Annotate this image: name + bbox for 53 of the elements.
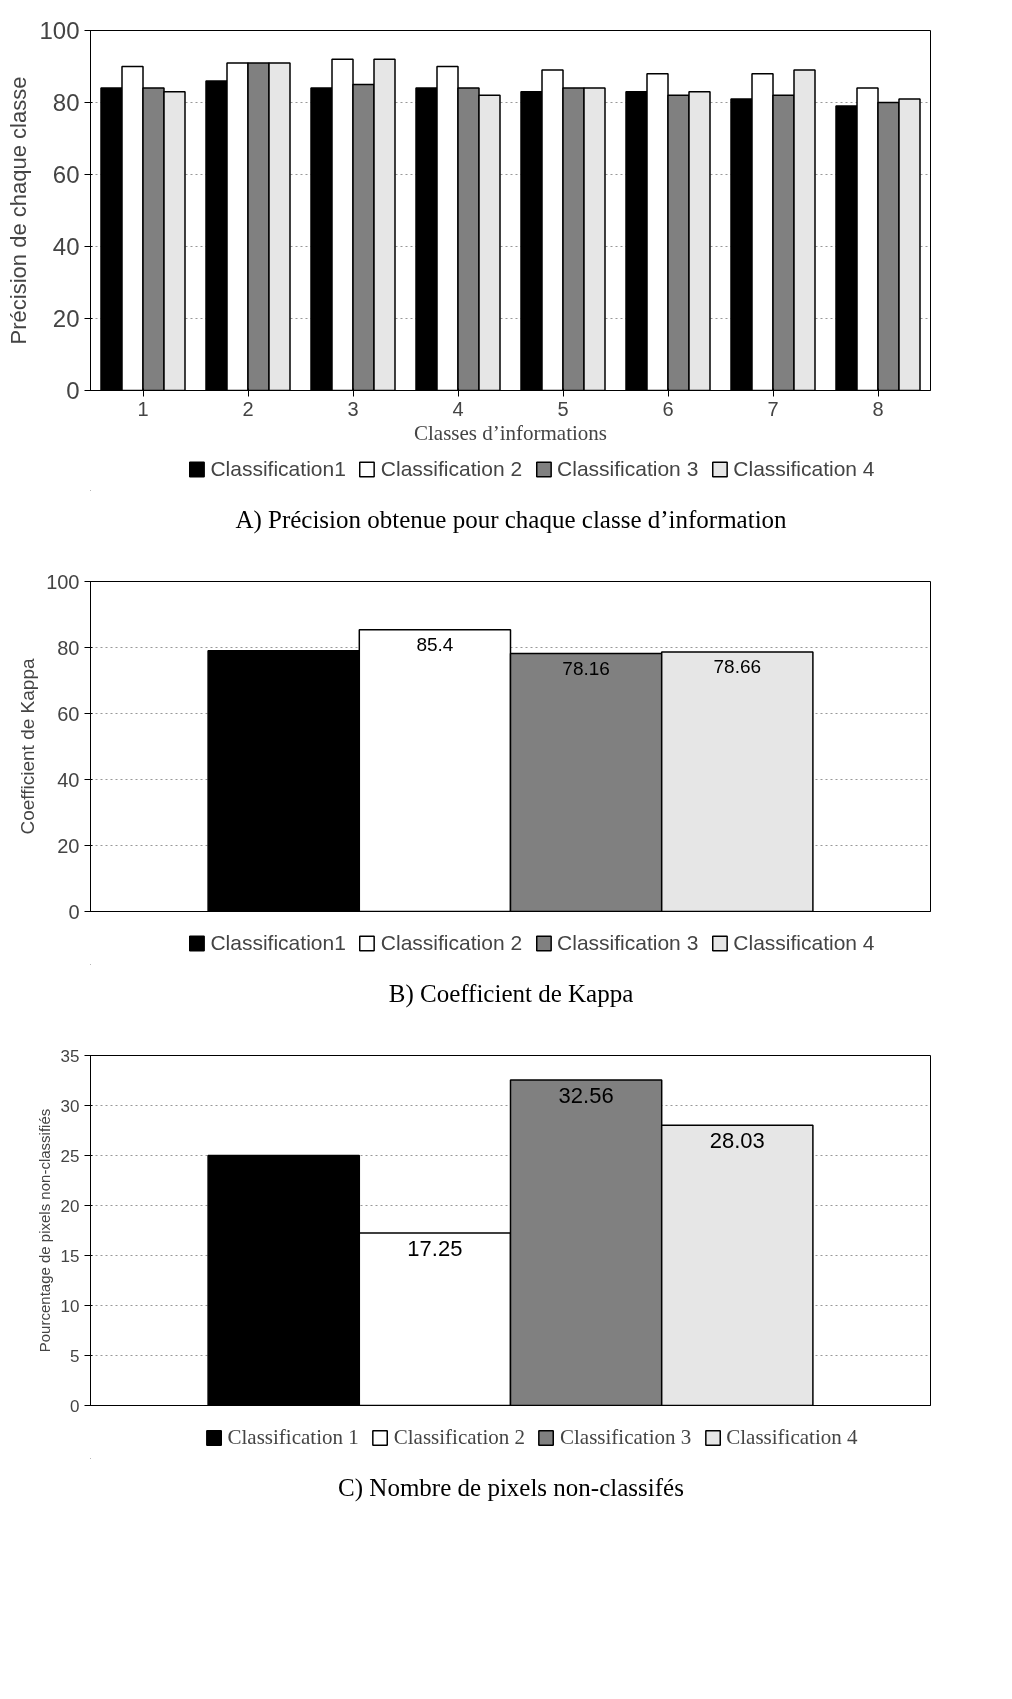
y-tick-label: 30	[60, 1096, 80, 1116]
x-tick-label: 1	[137, 397, 149, 420]
y-tick-label: 0	[68, 900, 80, 923]
y-tick-label: 80	[57, 636, 80, 659]
y-tick-label: 0	[66, 377, 80, 404]
data-label: 17.25	[407, 1236, 463, 1261]
y-axis-title: Coefficient de Kappa	[17, 658, 39, 835]
y-tick-label: 60	[57, 702, 80, 725]
y-tick-label: 35	[60, 1046, 80, 1066]
legend-label: Classification 2	[380, 457, 523, 481]
y-axis-title: Pourcentage de pixels non-classifiés	[35, 1108, 53, 1353]
legend-label: Classification 2	[380, 931, 523, 955]
y-tick-label: 20	[60, 1196, 80, 1216]
data-label: 85.4	[416, 633, 454, 655]
text: C) Nombre de pixels non-classifés	[338, 1473, 684, 1503]
y-tick-label: 100	[39, 17, 80, 44]
y-axis-title: Précision de chaque classe	[6, 76, 32, 345]
y-tick-label: 20	[57, 834, 80, 857]
legend-label: Classification 3	[557, 931, 699, 955]
legend-label: Classification 2	[393, 1424, 525, 1450]
x-axis-title: Classes d’informations	[413, 420, 608, 445]
x-tick-label: 3	[347, 397, 359, 420]
legend-label: Classification 1	[227, 1424, 359, 1450]
y-tick-label: 40	[52, 233, 80, 260]
legend-label: Classification1	[210, 457, 346, 481]
x-tick-label: 5	[557, 397, 569, 420]
legend-label: Classification 3	[557, 457, 699, 481]
x-tick-label: 7	[767, 397, 779, 420]
text: B) Coefficient de Kappa	[388, 979, 634, 1010]
x-tick-label: 4	[452, 397, 464, 420]
y-tick-label: 15	[60, 1246, 80, 1266]
y-tick-label: 10	[60, 1296, 80, 1316]
y-tick-label: 0	[70, 1396, 80, 1416]
x-tick-label: 8	[872, 397, 884, 420]
text: A) Précision obtenue pour chaque classe d’information	[235, 505, 787, 536]
x-tick-label: 2	[242, 397, 254, 420]
y-tick-label: 40	[57, 768, 80, 791]
legend-label: Classification 4	[726, 1424, 858, 1450]
y-tick-label: 100	[46, 570, 80, 593]
y-tick-label: 60	[52, 161, 80, 188]
legend-label: Classification 4	[733, 931, 875, 955]
y-tick-label: 5	[70, 1346, 80, 1366]
y-tick-label: 80	[52, 89, 80, 116]
legend-label: Classification1	[210, 931, 346, 955]
legend-label: Classification 4	[733, 457, 875, 481]
y-tick-label: 25	[60, 1146, 80, 1166]
data-label: 78.66	[713, 655, 762, 677]
data-label: 32.56	[558, 1082, 614, 1108]
data-label: 28.03	[709, 1128, 765, 1154]
legend-label: Classification 3	[560, 1424, 692, 1450]
data-label: 78.16	[562, 657, 610, 679]
y-tick-label: 20	[52, 305, 80, 332]
x-tick-label: 6	[662, 397, 674, 420]
